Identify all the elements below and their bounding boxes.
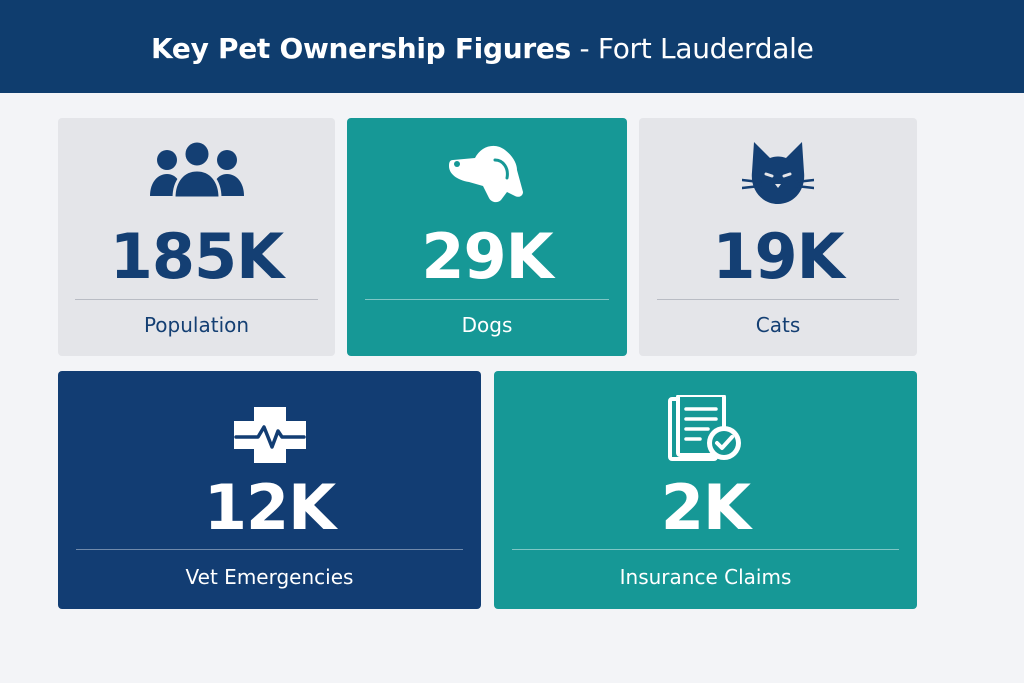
stat-card-cats: 19K Cats: [639, 118, 917, 356]
stat-card-insurance-claims: 2K Insurance Claims: [494, 371, 917, 609]
stat-card-vet-emergencies: 12K Vet Emergencies: [58, 371, 481, 609]
page-title: Key Pet Ownership Figures - Fort Lauderd…: [151, 32, 814, 65]
stat-value: 19K: [712, 220, 844, 293]
stat-label: Dogs: [461, 313, 513, 337]
cat-head-icon: [742, 142, 814, 204]
divider: [365, 299, 609, 300]
stat-value: 2K: [660, 471, 751, 544]
stat-value: 12K: [203, 471, 336, 544]
divider: [75, 299, 318, 300]
header-banner: Key Pet Ownership Figures - Fort Lauderd…: [0, 0, 1024, 93]
page-title-main: Key Pet Ownership Figures: [151, 32, 571, 65]
page-title-location: - Fort Lauderdale: [570, 32, 814, 65]
stat-value: 185K: [109, 220, 284, 293]
stat-value: 29K: [421, 220, 553, 293]
divider: [512, 549, 899, 550]
people-group-icon: [149, 140, 244, 198]
stat-card-dogs: 29K Dogs: [347, 118, 627, 356]
stat-label: Vet Emergencies: [185, 565, 354, 589]
stat-label: Population: [143, 313, 250, 337]
stat-label: Cats: [755, 313, 801, 337]
divider: [657, 299, 899, 300]
stat-card-population: 185K Population: [58, 118, 335, 356]
stat-label: Insurance Claims: [619, 565, 792, 589]
dog-head-icon: [449, 145, 523, 203]
document-check-icon: [667, 395, 741, 461]
medical-cross-icon: [233, 407, 306, 463]
divider: [76, 549, 463, 550]
